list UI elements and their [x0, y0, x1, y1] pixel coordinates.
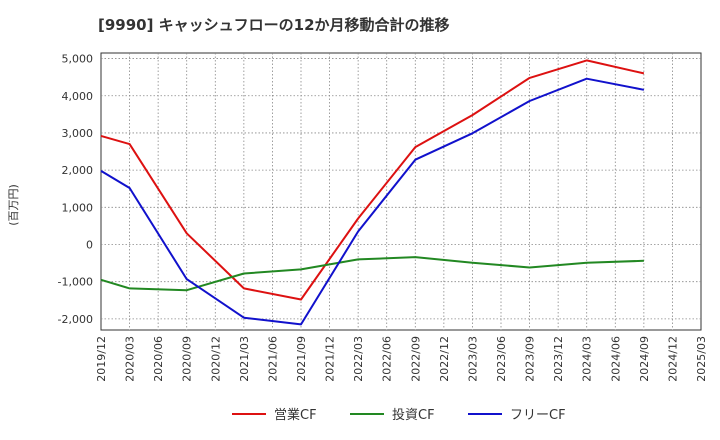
legend: 営業CF 投資CF フリーCF: [232, 407, 566, 423]
y-axis-label: (百万円): [7, 184, 20, 226]
x-tick-label: 2022/09: [409, 336, 422, 382]
series-line-営業CF: [100, 59, 645, 301]
series-lines: [100, 59, 645, 326]
y-tick-label: -1,000: [58, 276, 93, 289]
chart-title: [9990] キャッシュフローの12か月移動合計の推移: [98, 16, 450, 34]
y-tick-label: 3,000: [62, 127, 94, 140]
x-tick-label: 2022/03: [352, 336, 365, 382]
x-tick-label: 2025/03: [695, 336, 708, 382]
x-tick-label: 2023/06: [495, 336, 508, 382]
x-gridlines: [129, 53, 673, 330]
x-tick-label: 2021/06: [266, 336, 279, 382]
y-tick-label: 4,000: [62, 90, 94, 103]
y-tick-label: -2,000: [58, 313, 93, 326]
x-tick-label: 2024/09: [638, 336, 651, 382]
x-axis: 2019/12 2020/03 2020/06 2020/09 2020/12 2021/…: [95, 336, 708, 382]
legend-label: 営業CF: [274, 407, 317, 423]
y-tick-label: 0: [86, 238, 93, 251]
x-tick-label: 2024/06: [609, 336, 622, 382]
series-line-フリーCF: [100, 77, 645, 326]
legend-label: フリーCF: [510, 408, 566, 423]
x-tick-label: 2023/09: [524, 336, 537, 382]
legend-label: 投資CF: [392, 407, 435, 423]
plot-area: [100, 52, 702, 331]
x-tick-label: 2020/06: [152, 336, 165, 382]
x-tick-label: 2021/12: [324, 336, 337, 382]
y-axis: -2,000 -1,000 0 1,000 2,000 3,000 4,000 5,000: [58, 53, 93, 326]
x-tick-label: 2020/09: [181, 336, 194, 382]
series-line-投資CF: [100, 256, 644, 292]
y-tick-label: 5,000: [62, 53, 94, 66]
x-tick-label: 2020/03: [124, 336, 137, 382]
x-tick-label: 2019/12: [95, 336, 108, 382]
x-tick-label: 2024/12: [666, 336, 679, 382]
x-tick-label: 2021/09: [295, 336, 308, 382]
x-tick-label: 2024/03: [581, 336, 594, 382]
x-tick-label: 2022/06: [381, 336, 394, 382]
x-tick-label: 2022/12: [438, 336, 451, 382]
x-tick-label: 2023/03: [466, 336, 479, 382]
y-tick-label: 2,000: [62, 164, 94, 177]
y-tick-label: 1,000: [62, 201, 94, 214]
x-tick-label: 2023/12: [552, 336, 565, 382]
x-tick-label: 2021/03: [238, 336, 251, 382]
x-tick-label: 2020/12: [209, 336, 222, 382]
